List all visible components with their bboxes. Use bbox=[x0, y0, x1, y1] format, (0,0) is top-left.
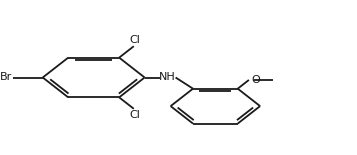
Text: Cl: Cl bbox=[129, 110, 140, 120]
Text: Br: Br bbox=[0, 73, 12, 82]
Text: O: O bbox=[251, 75, 260, 85]
Text: NH: NH bbox=[159, 73, 176, 82]
Text: Cl: Cl bbox=[129, 35, 140, 45]
